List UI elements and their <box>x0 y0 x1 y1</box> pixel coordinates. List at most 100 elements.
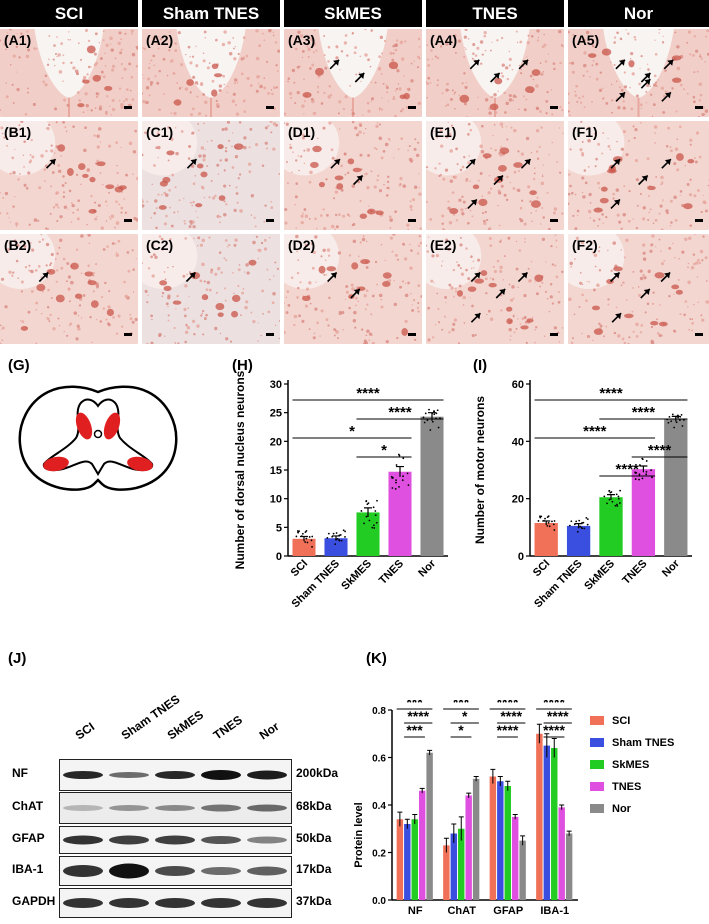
significance-label: **** <box>543 700 565 710</box>
data-point <box>342 529 345 532</box>
panel-label: (A5) <box>572 32 600 48</box>
data-point <box>544 517 546 520</box>
arrow-icon <box>327 271 338 283</box>
x-tick-label: TNES <box>620 558 649 587</box>
blot-strip <box>59 856 292 886</box>
data-point <box>618 502 621 504</box>
tissue-stain-image <box>142 121 280 230</box>
scale-bar <box>124 333 132 336</box>
bar-sci <box>534 523 558 556</box>
data-point <box>365 500 368 503</box>
annotation-arrows <box>330 158 364 186</box>
scale-bar <box>266 106 274 109</box>
annotation-arrows <box>469 59 529 83</box>
significance-label: **** <box>356 385 380 402</box>
bar-iba-1-sci <box>536 733 543 900</box>
data-point <box>617 497 620 500</box>
data-point <box>606 502 608 505</box>
annotation-arrows <box>327 271 361 299</box>
data-point <box>431 412 434 415</box>
scale-bar <box>695 333 703 336</box>
x-tick-label: SkMES <box>582 558 617 593</box>
data-point <box>338 534 341 537</box>
panel-label: (A1) <box>4 32 32 48</box>
data-point <box>365 515 368 518</box>
legend-swatch <box>590 804 604 813</box>
error-bar <box>639 465 648 473</box>
data-point <box>407 484 410 487</box>
bar-chat-tnes <box>465 795 472 900</box>
arrow-icon <box>38 271 49 283</box>
panel-label: (B1) <box>4 124 32 140</box>
panel-label: (F2) <box>572 237 598 253</box>
data-point <box>298 530 301 533</box>
arrow-icon <box>661 91 672 102</box>
legend-label: SCI <box>612 715 630 727</box>
y-tick-label: 40 <box>512 436 524 448</box>
ventral-horn-left <box>43 456 69 472</box>
data-point <box>306 541 309 544</box>
y-axis-label: Protein level <box>353 802 365 867</box>
histology-panel: (C2) <box>142 234 280 344</box>
y-tick-label: 60 <box>512 379 524 391</box>
blot-kda-label: 17kDa <box>296 862 332 876</box>
bar-nor <box>420 416 444 556</box>
tissue-stain-image <box>426 29 564 117</box>
scale-bar <box>550 106 558 109</box>
arrow-icon <box>354 72 365 83</box>
ventral-horn-right <box>127 456 153 472</box>
tissue-stain-image <box>568 234 709 344</box>
data-point <box>304 541 307 543</box>
scale-bar <box>408 219 416 222</box>
panel-label: (A4) <box>430 32 458 48</box>
data-point <box>372 524 375 527</box>
y-axis-label: Number of motor neurons <box>473 396 487 544</box>
annotation-arrows <box>609 271 671 323</box>
data-point <box>431 420 434 423</box>
data-point <box>340 539 343 542</box>
data-point <box>568 524 571 527</box>
histology-panel: (A4) <box>426 29 564 117</box>
blot-band <box>155 866 195 876</box>
data-point <box>553 529 556 531</box>
y-tick-label: 15 <box>270 465 282 477</box>
bar-chat-sci <box>443 845 450 900</box>
data-point <box>308 536 311 538</box>
bar-gfap-skmes <box>504 786 511 900</box>
arrow-icon <box>45 158 57 169</box>
y-tick-label: 0.6 <box>372 754 386 765</box>
blot-band <box>63 771 103 779</box>
bar-gfap-sci <box>489 776 497 900</box>
data-point <box>543 519 545 522</box>
error-bar <box>520 835 526 846</box>
data-point <box>395 481 397 484</box>
data-point <box>402 475 404 478</box>
legend-swatch <box>590 716 604 725</box>
arrow-icon <box>663 59 674 70</box>
bar-nor <box>664 418 688 556</box>
column-header-nor: Nor <box>568 0 709 27</box>
blot-band <box>63 835 103 845</box>
data-point <box>331 535 334 538</box>
scale-bar <box>550 333 558 336</box>
error-bar <box>419 787 425 794</box>
legend-label: TNES <box>612 781 641 793</box>
error-bar <box>451 823 457 843</box>
data-point <box>668 415 671 418</box>
significance-label: **** <box>583 423 607 440</box>
blot-band <box>155 835 195 845</box>
annotation-arrows <box>470 271 528 323</box>
column-header-sci: SCI <box>0 0 138 27</box>
column-header-tnes: TNES <box>426 0 564 27</box>
data-point <box>332 532 335 535</box>
data-point <box>608 490 611 492</box>
data-point <box>616 503 618 506</box>
panel-label: (D1) <box>288 124 316 140</box>
data-point <box>426 419 429 422</box>
scale-bar <box>408 106 416 109</box>
blot-band <box>63 865 103 877</box>
y-tick-label: 0.0 <box>372 896 386 907</box>
error-bar <box>551 738 557 758</box>
blot-band <box>109 772 149 778</box>
